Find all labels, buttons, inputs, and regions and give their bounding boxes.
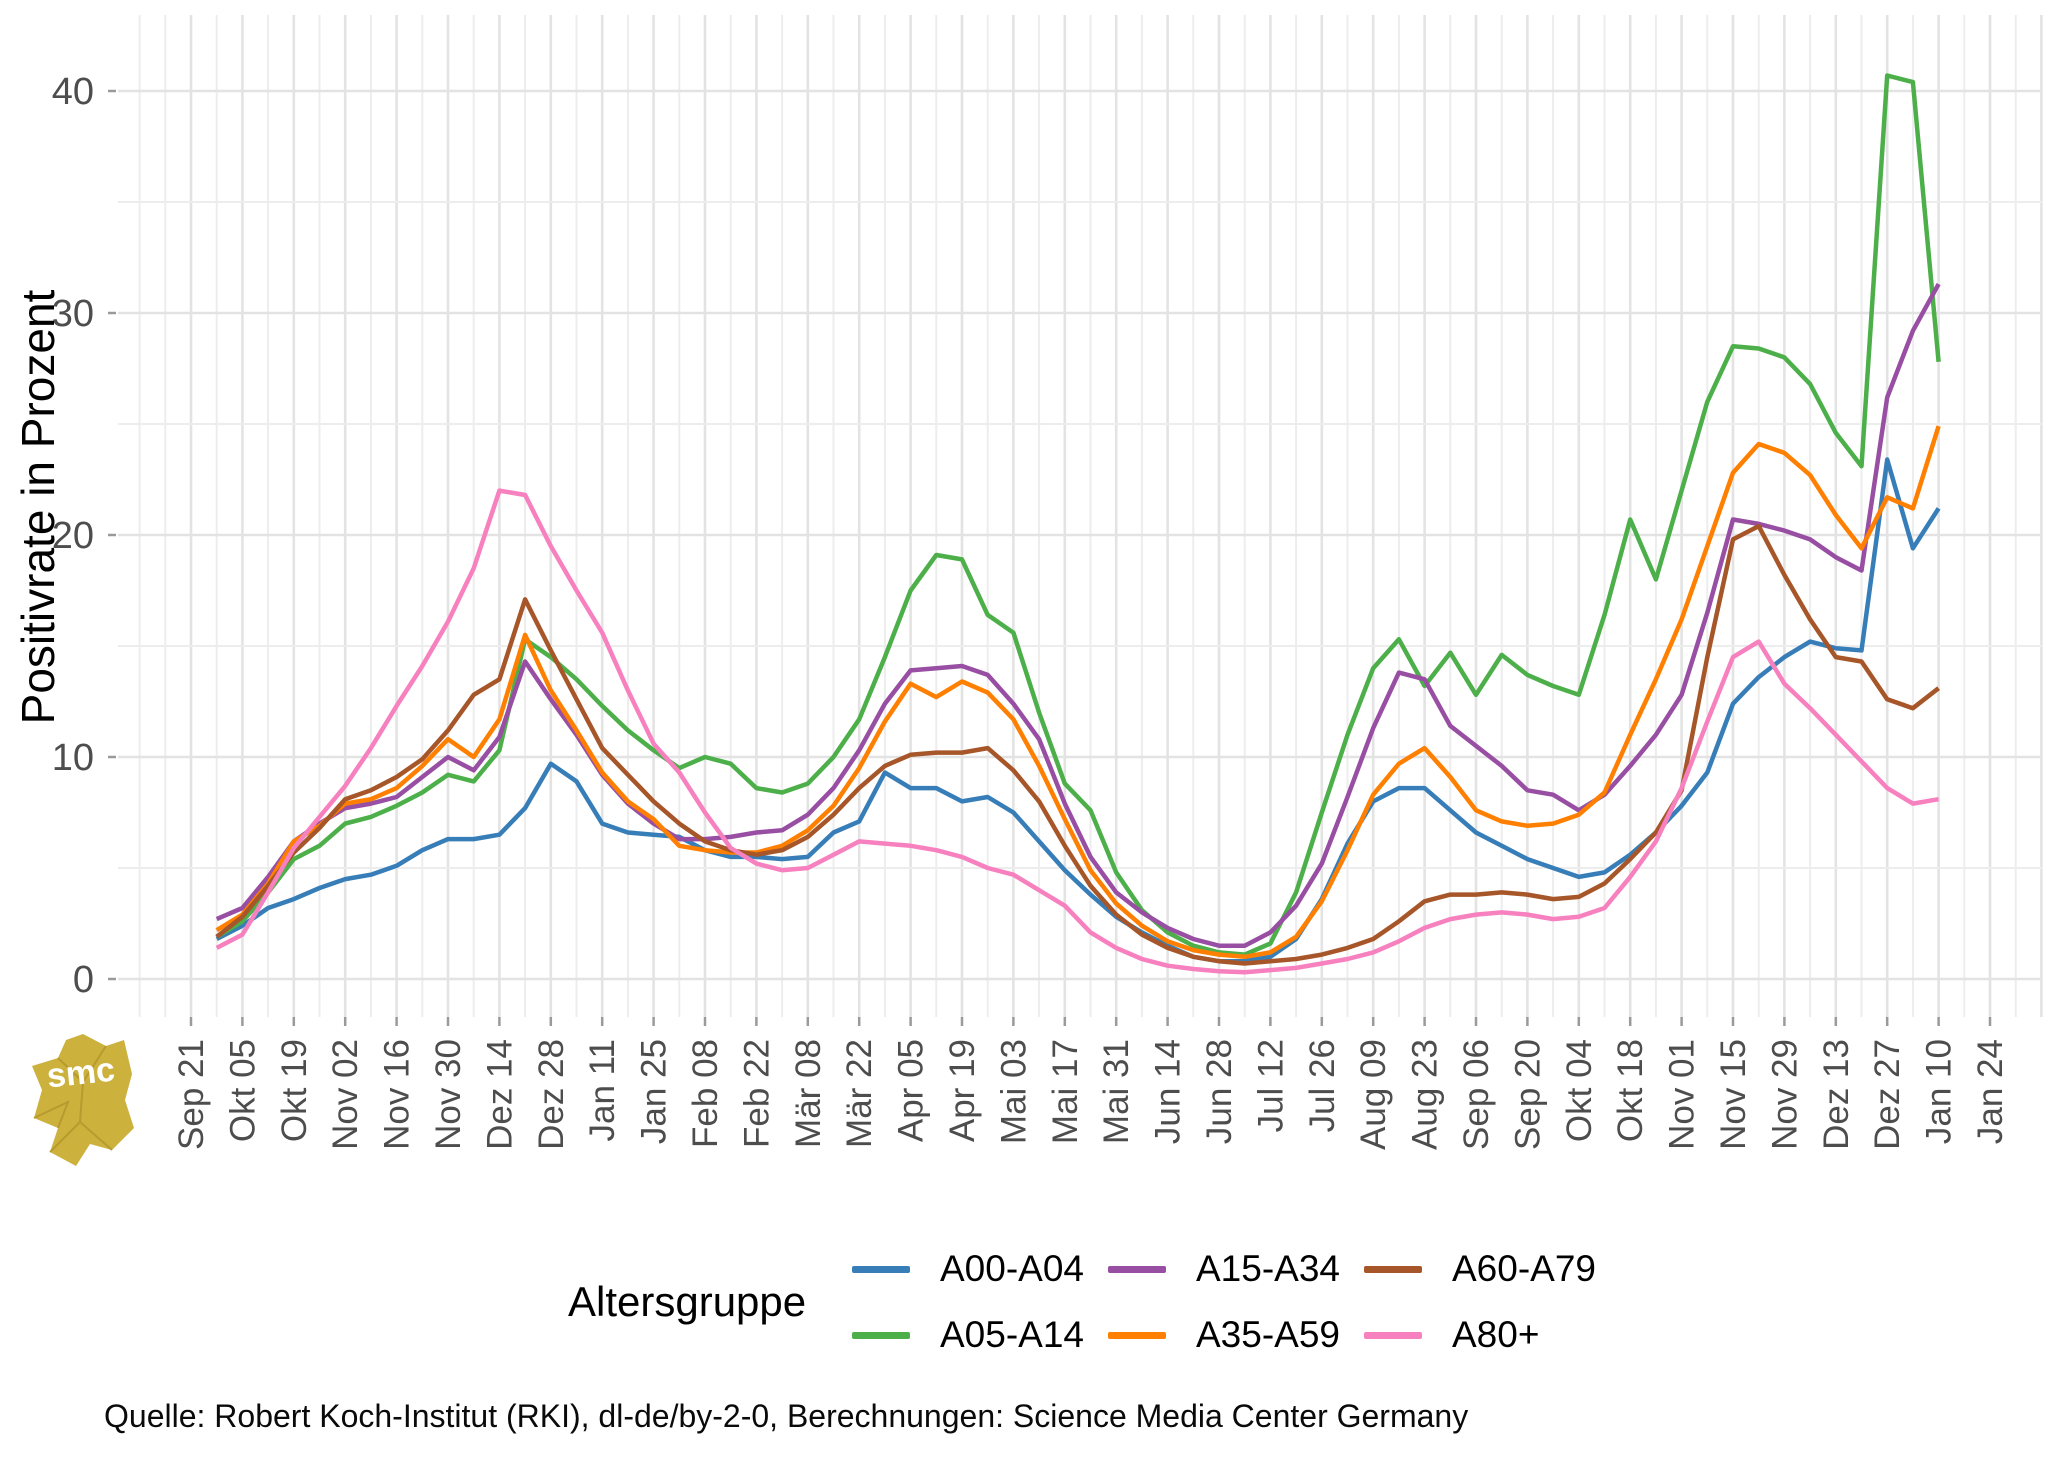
legend-item-A05-A14: A05-A14 [852,1314,1084,1356]
series-line-A15-A34 [215,283,1941,948]
smc-logo: smc [32,1034,134,1166]
legend-item-A60-A79: A60-A79 [1364,1248,1596,1290]
x-tick-label: Mai 17 [1046,1039,1085,1144]
legend-item-A00-A04: A00-A04 [852,1248,1084,1290]
x-tick-label: Mai 03 [994,1039,1033,1144]
legend-swatch-A15-A34 [1108,1265,1166,1273]
x-tick-label: Dez 13 [1817,1039,1856,1150]
x-tick-label: Nov 30 [429,1039,468,1150]
y-tick-label: 0 [73,959,94,1001]
x-tick-label: Feb 08 [686,1039,725,1148]
x-tick-label: Jul 12 [1251,1039,1290,1132]
legend-item-A35-A59: A35-A59 [1108,1314,1340,1356]
y-tick-label: 30 [52,293,94,335]
legend-swatch-A80+ [1364,1331,1422,1339]
legend-swatch-A05-A14 [852,1331,910,1339]
x-tick-label: Mär 08 [789,1039,828,1148]
series-line-A35-A59 [215,425,1941,960]
legend-label-A15-A34: A15-A34 [1196,1248,1340,1289]
smc-logo-facets [33,1045,113,1153]
x-tick-label: Sep 06 [1457,1039,1496,1150]
series-line-A05-A14 [215,73,1941,957]
legend-label-A00-A04: A00-A04 [940,1248,1084,1289]
x-tick-label: Jun 14 [1149,1039,1188,1144]
source-caption: Quelle: Robert Koch-Institut (RKI), dl-d… [104,1398,1469,1434]
smc-logo-text: smc [45,1051,117,1096]
legend-title: Altersgruppe [568,1278,807,1325]
x-tick-label: Apr 05 [892,1039,931,1142]
x-tick-label: Dez 14 [480,1039,519,1150]
legend-item-A15-A34: A15-A34 [1108,1248,1340,1290]
legend-swatch-A35-A59 [1108,1331,1166,1339]
smc-logo-shape [32,1034,134,1166]
x-tick-label: Mai 31 [1097,1039,1136,1144]
x-tick-label: Aug 23 [1406,1039,1445,1150]
x-tick-label: Jan 25 [635,1039,674,1144]
x-tick-label: Okt 19 [275,1039,314,1142]
x-tick-label: Dez 27 [1868,1039,1907,1150]
legend-label-A05-A14: A05-A14 [940,1314,1084,1355]
legend-label-A80+: A80+ [1452,1314,1540,1355]
x-tick-label: Nov 15 [1714,1039,1753,1150]
x-tick-label: Sep 21 [172,1039,211,1150]
x-tick-label: Jun 28 [1200,1039,1239,1144]
axes: 0 10 20 30 40 Sep 21 Okt 05 Okt 19 Nov 02 Nov 16 N… [52,71,2010,1150]
series-line-A60-A79 [215,523,1940,966]
y-tick-label: 20 [52,515,94,557]
x-tick-label: Okt 05 [223,1039,262,1142]
x-tick-label: Okt 18 [1611,1039,1650,1142]
y-tick-label: 40 [52,71,94,113]
x-tick-label: Dez 28 [532,1039,571,1150]
y-axis-title: Positivrate in Prozent [12,289,64,725]
legend-label-A60-A79: A60-A79 [1452,1248,1596,1289]
x-tick-label: Okt 04 [1560,1039,1599,1142]
x-tick-label: Feb 22 [737,1039,776,1148]
x-tick-label: Mär 22 [840,1039,879,1148]
series-line-A80+ [215,488,1939,975]
x-tick-label: Jul 26 [1303,1039,1342,1132]
series-lines [215,73,1941,975]
x-tick-label: Sep 20 [1508,1039,1547,1150]
x-tick-label: Nov 29 [1765,1039,1804,1150]
legend-swatch-A60-A79 [1364,1265,1422,1273]
legend-label-A35-A59: A35-A59 [1196,1314,1340,1355]
x-tick-label: Nov 02 [326,1039,365,1150]
x-tick-label: Aug 09 [1354,1039,1393,1150]
x-tick-label: Jan 24 [1971,1039,2010,1144]
y-tick-label: 10 [52,737,94,779]
x-tick-label: Jan 11 [583,1039,622,1142]
x-tick-label: Apr 19 [943,1039,982,1142]
x-tick-label: Nov 01 [1663,1039,1702,1150]
legend-item-A80+: A80+ [1364,1314,1539,1356]
legend-swatch-A00-A04 [852,1265,910,1273]
x-tick-label: Jan 10 [1920,1039,1959,1144]
x-tick-label: Nov 16 [378,1039,417,1150]
